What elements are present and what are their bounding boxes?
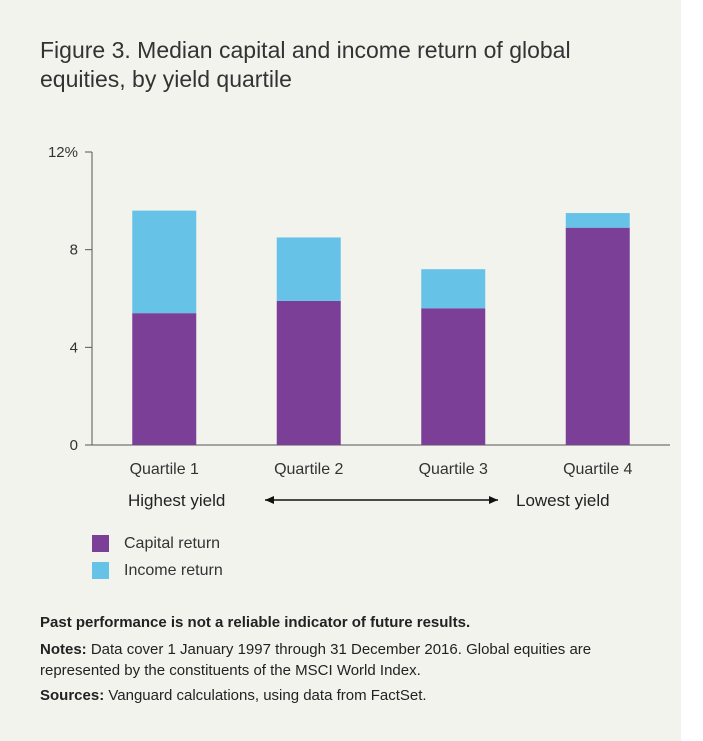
income-return-bar-3 (421, 269, 486, 309)
chart-title: Figure 3. Median capital and income retu… (40, 37, 571, 92)
x-tick-label: Quartile 4 (563, 461, 632, 478)
income-return-bar-1 (132, 210, 197, 314)
legend-item-capital: Capital return (92, 530, 223, 557)
notes: Notes: Data cover 1 January 1997 through… (40, 639, 640, 681)
capital-return-bar-1 (132, 313, 197, 445)
disclaimer: Past performance is not a reliable indic… (40, 614, 471, 631)
x-tick-label: Quartile 3 (419, 461, 488, 478)
legend-label: Income return (124, 561, 223, 579)
legend-item-income: Income return (92, 557, 223, 584)
sources-text: Vanguard calculations, using data from F… (104, 687, 427, 704)
lowest-yield-label: Lowest yield (516, 491, 610, 510)
y-tick-label: 8 (70, 242, 78, 259)
legend-label: Capital return (124, 534, 221, 552)
footer: Past performance is not a reliable indic… (40, 612, 640, 710)
sources-label: Sources: (40, 687, 105, 704)
x-tick-label: Quartile 2 (274, 461, 343, 478)
bars (132, 210, 630, 445)
capital-return-swatch (92, 535, 109, 552)
y-tick-label: 12% (48, 144, 78, 161)
notes-text: Data cover 1 January 1997 through 31 Dec… (40, 641, 592, 679)
category-labels: Quartile 1 Quartile 2 Quartile 3 Quartile 4 (130, 461, 633, 478)
capital-return-bar-4 (565, 227, 630, 445)
income-return-bar-2 (276, 237, 341, 301)
capital-return-bar-3 (421, 308, 486, 445)
y-tick-label: 0 (70, 437, 78, 454)
capital-return-bar-2 (276, 300, 341, 445)
income-return-swatch (92, 562, 109, 579)
notes-label: Notes: (40, 641, 87, 658)
sources: Sources: Vanguard calculations, using da… (40, 685, 640, 706)
income-return-bar-4 (565, 213, 630, 228)
y-tick-label: 4 (70, 339, 78, 356)
x-tick-label: Quartile 1 (130, 461, 199, 478)
legend: Capital return Income return (92, 530, 223, 584)
highest-yield-label: Highest yield (128, 491, 225, 510)
yield-axis: Highest yield Lowest yield (128, 491, 610, 510)
